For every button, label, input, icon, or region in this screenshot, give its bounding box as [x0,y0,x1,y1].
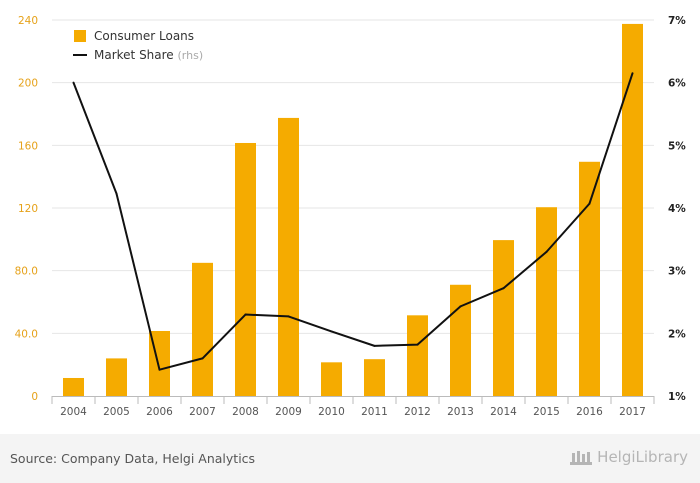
x-tick-label: 2011 [361,406,388,418]
bar [192,262,213,396]
x-tick-label: 2004 [60,406,87,418]
x-tick-label: 2017 [619,406,646,418]
chart: 0 1% 40.0 2% 80.0 3% 120 4% 160 5% 200 6% 240 7% 2004 2… [15,15,687,418]
y-right-tick-label: 4% [668,203,686,215]
line-point [545,250,548,253]
bar [364,359,385,396]
y-left-tick-label: 240 [18,15,38,27]
legend-rhs-note: (rhs) [178,49,204,62]
y-left-tick-label: 160 [18,140,38,152]
line-point [287,315,290,318]
line-point [631,72,634,75]
y-right-tick-label: 5% [668,140,686,152]
y-left-tick-label: 40.0 [15,328,38,340]
y-right-tick-label: 3% [668,266,686,278]
x-tick-label: 2007 [189,406,216,418]
bar [106,358,127,396]
line-point [115,192,118,195]
line-point [459,305,462,308]
x-tick-label: 2009 [275,406,302,418]
line-point [330,330,333,333]
x-tick-label: 2010 [318,406,345,418]
bar [321,362,342,396]
brand-name: HelgiLibrary [597,448,688,466]
x-tick-label: 2005 [103,406,130,418]
legend-label-consumer-loans: Consumer Loans [94,29,194,43]
brand-logo[interactable]: HelgiLibrary [569,448,688,466]
x-tick-label: 2008 [232,406,259,418]
line-point [416,343,419,346]
line-point [158,368,161,371]
bar [536,207,557,396]
y-left-tick-label: 120 [18,203,38,215]
bar [450,284,471,396]
y-left-tick-label: 80.0 [15,266,38,278]
library-icon [570,451,593,465]
line-point [244,313,247,316]
bar [622,23,643,397]
line-point [588,202,591,205]
x-tick-label: 2015 [533,406,560,418]
y-right-tick-label: 6% [668,78,686,90]
x-tick-label: 2016 [576,406,603,418]
x-tick-label: 2012 [404,406,431,418]
source-note: Source: Company Data, Helgi Analytics [10,451,256,466]
bar [493,240,514,396]
legend-label-market-share: Market Share (rhs) [94,48,203,62]
line-point [72,81,75,84]
y-right-tick-label: 1% [668,391,686,403]
footer: Source: Company Data, Helgi Analytics He… [0,434,700,483]
legend-swatch-consumer-loans [74,30,86,42]
line-point [373,344,376,347]
bar [579,161,600,396]
x-tick-label: 2006 [146,406,173,418]
x-tick-label: 2014 [490,406,517,418]
x-tick-label: 2013 [447,406,474,418]
bar [278,117,299,397]
bar [63,377,84,396]
line-point [502,287,505,290]
y-left-tick-label: 0 [31,391,38,403]
line-point [201,357,204,360]
market-share-line [72,72,634,371]
y-left-tick-label: 200 [18,78,38,90]
y-right-tick-label: 2% [668,328,686,340]
bar [235,142,256,396]
bar [407,315,428,396]
y-right-tick-label: 7% [668,15,686,27]
